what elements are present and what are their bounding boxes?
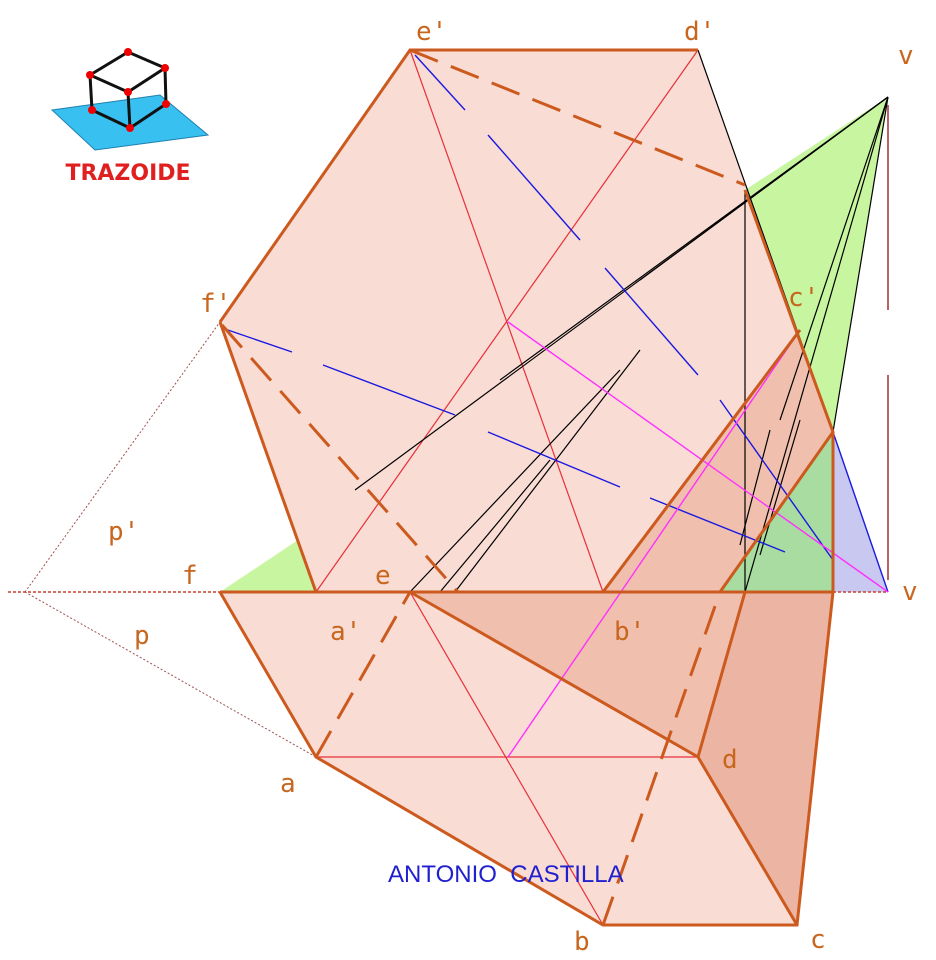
- point-label: d': [684, 17, 715, 47]
- point-label: b': [614, 617, 645, 647]
- logo-text: TRAZOIDE: [65, 161, 190, 186]
- point-label: f': [200, 289, 231, 319]
- fills: [220, 50, 888, 925]
- point-label: p: [134, 621, 150, 651]
- logo: TRAZOIDE: [52, 48, 208, 186]
- point-label: c: [810, 925, 826, 955]
- author: ANTONIO CASTILLA: [388, 861, 624, 888]
- point-label: e': [416, 17, 447, 47]
- point-label: d: [722, 745, 738, 775]
- point-label: b: [574, 927, 590, 957]
- point-label: v: [902, 577, 918, 607]
- point-label: p': [108, 517, 139, 547]
- point-label: a': [330, 617, 361, 647]
- point-label: a: [280, 769, 296, 799]
- diagram: TRAZOIDE e' d' v f' c' p' f e a' b' v p …: [0, 0, 936, 960]
- point-label: v: [898, 41, 914, 71]
- point-label: e: [375, 561, 391, 591]
- point-label: f: [182, 561, 198, 591]
- point-label: c': [788, 283, 819, 313]
